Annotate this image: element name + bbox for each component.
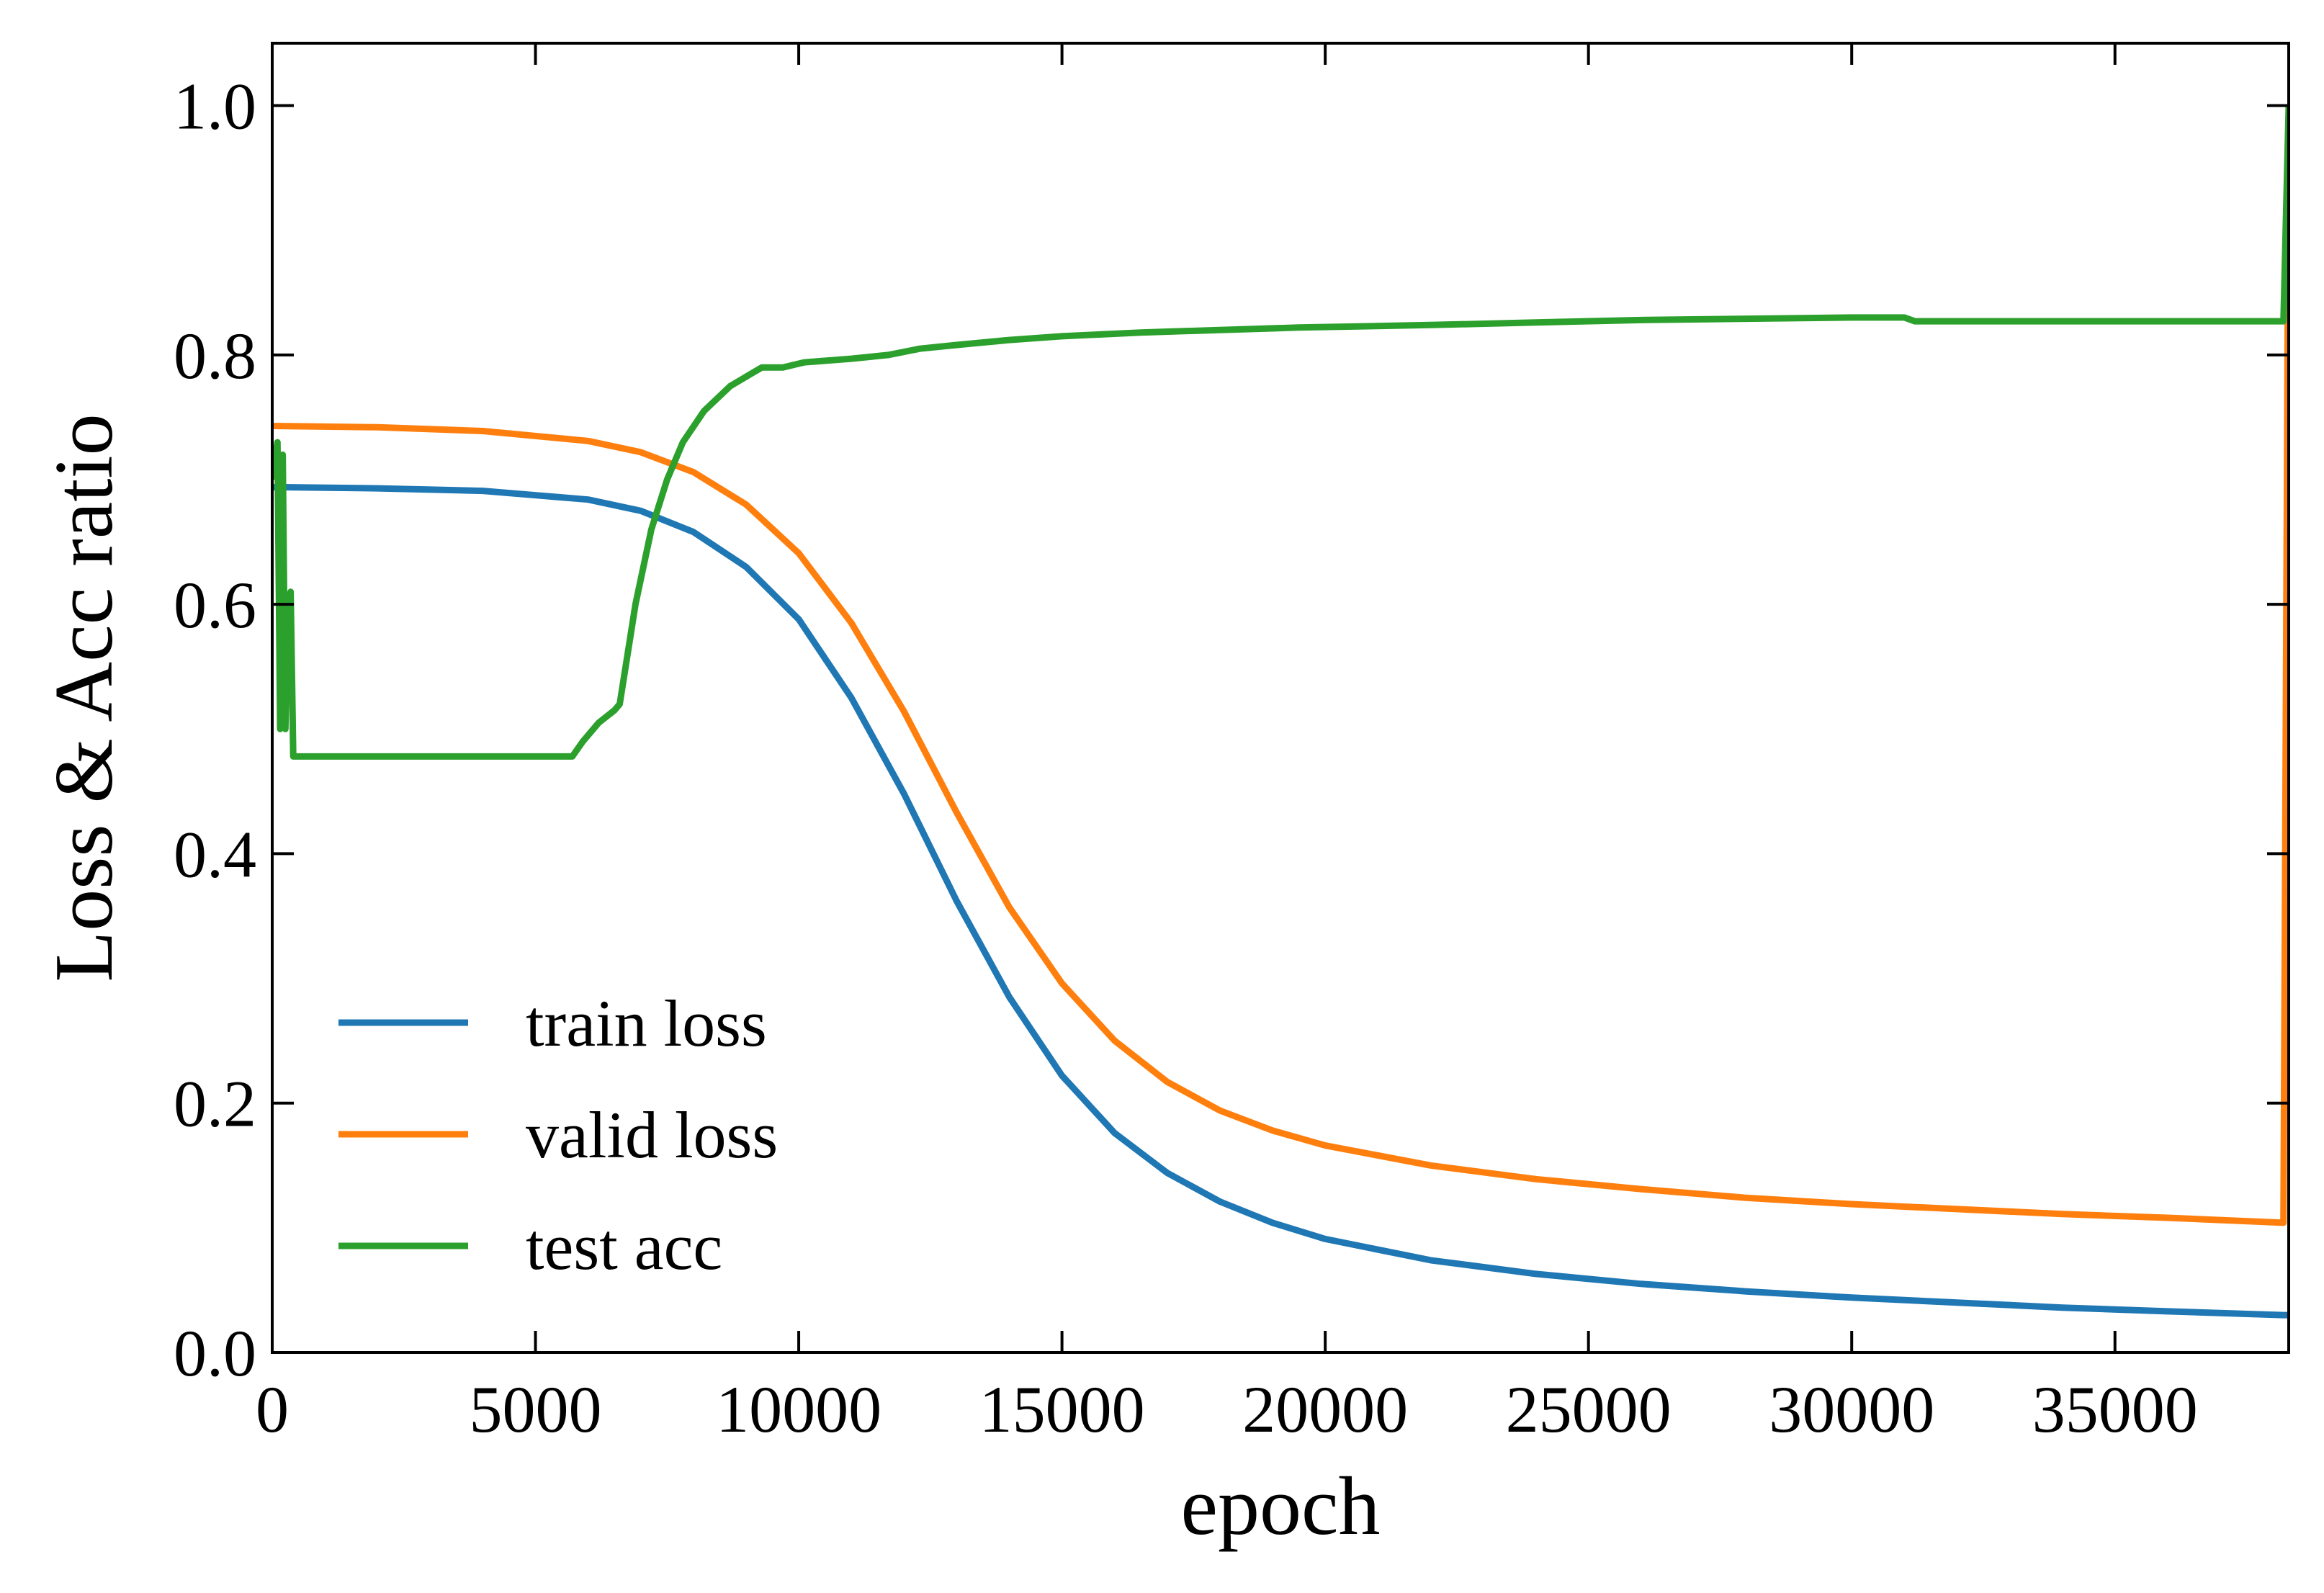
series-layer: [272, 105, 2289, 1319]
legend-label-test-acc: test acc: [526, 1210, 722, 1283]
x-tick-label: 25000: [1506, 1373, 1672, 1446]
y-tick-label: 0.2: [174, 1067, 256, 1141]
legend: train loss valid loss test acc: [338, 987, 778, 1283]
x-tick-label: 20000: [1242, 1373, 1408, 1446]
y-tick-label: 1.0: [174, 70, 256, 143]
legend-label-train-loss: train loss: [526, 987, 767, 1060]
series-line-train-loss: [272, 483, 2289, 1319]
x-tick-label: 35000: [2032, 1373, 2198, 1446]
y-tick-label: 0.6: [174, 568, 256, 642]
y-axis-label: Loss & Acc ratio: [38, 413, 130, 982]
x-tick-label: 5000: [470, 1373, 602, 1446]
plot-area-frame: [271, 42, 2290, 1354]
y-tick-label: 0.8: [174, 319, 256, 392]
x-axis-label: epoch: [1181, 1460, 1381, 1553]
x-tick-label: 15000: [979, 1373, 1145, 1446]
ticks-layer: 0 5000 10000 15000 20000 25000 30000 35000 0.0 0.…: [174, 43, 2289, 1446]
x-tick-label: 10000: [716, 1373, 881, 1446]
series-line-valid-loss: [272, 105, 2289, 1226]
y-tick-label: 0.4: [174, 817, 256, 891]
series-line-test-acc: [272, 105, 2289, 760]
x-tick-label: 30000: [1769, 1373, 1934, 1446]
legend-label-valid-loss: valid loss: [526, 1098, 778, 1172]
y-tick-label: 0.0: [174, 1316, 256, 1390]
x-tick-label: 0: [256, 1373, 289, 1446]
